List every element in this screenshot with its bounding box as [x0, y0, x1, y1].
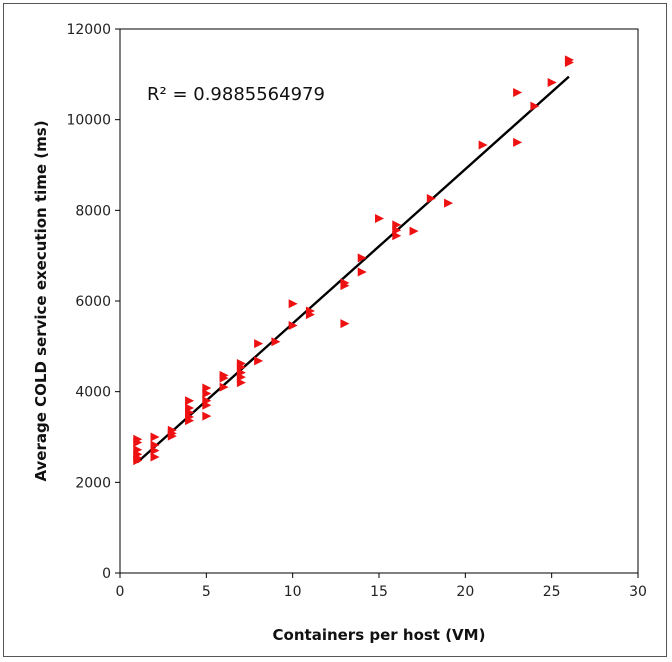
data-point: [133, 437, 143, 447]
y-axis-title: Average COLD service execution time (ms): [32, 120, 50, 481]
data-point: [375, 213, 384, 223]
y-tick-label: 8000: [75, 203, 111, 219]
data-point: [185, 416, 195, 426]
data-point: [426, 194, 436, 204]
data-point: [133, 456, 143, 466]
chart-frame: [3, 3, 667, 657]
data-point: [219, 382, 229, 392]
x-tick-label: 25: [543, 584, 561, 600]
data-point: [150, 446, 160, 456]
data-point: [357, 267, 367, 277]
data-point: [236, 378, 246, 388]
x-tick-label: 30: [629, 584, 647, 600]
data-point: [305, 310, 315, 320]
data-point: [167, 431, 177, 441]
data-point: [254, 339, 264, 349]
y-axis: 0 2000 4000 6000 8000 10000 12000: [66, 22, 120, 582]
x-tick-label: 5: [202, 584, 211, 600]
x-axis-title: Containers per host (VM): [273, 626, 486, 644]
axes-box: [119, 28, 639, 574]
data-point: [288, 320, 298, 330]
data-points: [133, 55, 574, 466]
data-point: [150, 432, 160, 442]
x-tick-label: 0: [116, 584, 125, 600]
data-point: [392, 231, 402, 241]
y-tick-label: 4000: [75, 385, 111, 401]
x-tick-label: 20: [456, 584, 474, 600]
data-point: [202, 388, 212, 398]
plot-area: [119, 28, 639, 574]
data-point: [254, 356, 264, 366]
data-point: [530, 101, 540, 111]
r-squared-annotation: R² = 0.9885564979: [147, 84, 325, 105]
data-point: [513, 137, 523, 147]
x-axis: 0 5 10 15 20 25 30: [116, 573, 647, 600]
y-tick-label: 0: [102, 566, 111, 582]
data-point: [202, 400, 212, 410]
x-tick-label: 15: [370, 584, 388, 600]
y-tick-label: 6000: [75, 294, 111, 310]
data-point: [150, 452, 160, 462]
data-point: [513, 87, 523, 97]
data-point: [271, 337, 281, 347]
data-point: [202, 411, 212, 421]
data-point: [219, 373, 229, 383]
data-point: [444, 198, 454, 208]
data-point: [340, 281, 350, 291]
data-point: [564, 58, 574, 68]
y-tick-label: 12000: [66, 22, 111, 38]
data-point: [547, 77, 557, 87]
y-tick-label: 2000: [75, 475, 111, 491]
data-point: [409, 226, 419, 236]
data-point: [288, 299, 298, 309]
data-point: [185, 396, 195, 406]
data-point: [478, 140, 488, 150]
data-point: [357, 253, 367, 263]
trend-line: [136, 75, 570, 464]
y-tick-label: 10000: [66, 113, 111, 129]
x-tick-label: 10: [284, 584, 302, 600]
data-point: [340, 319, 350, 329]
